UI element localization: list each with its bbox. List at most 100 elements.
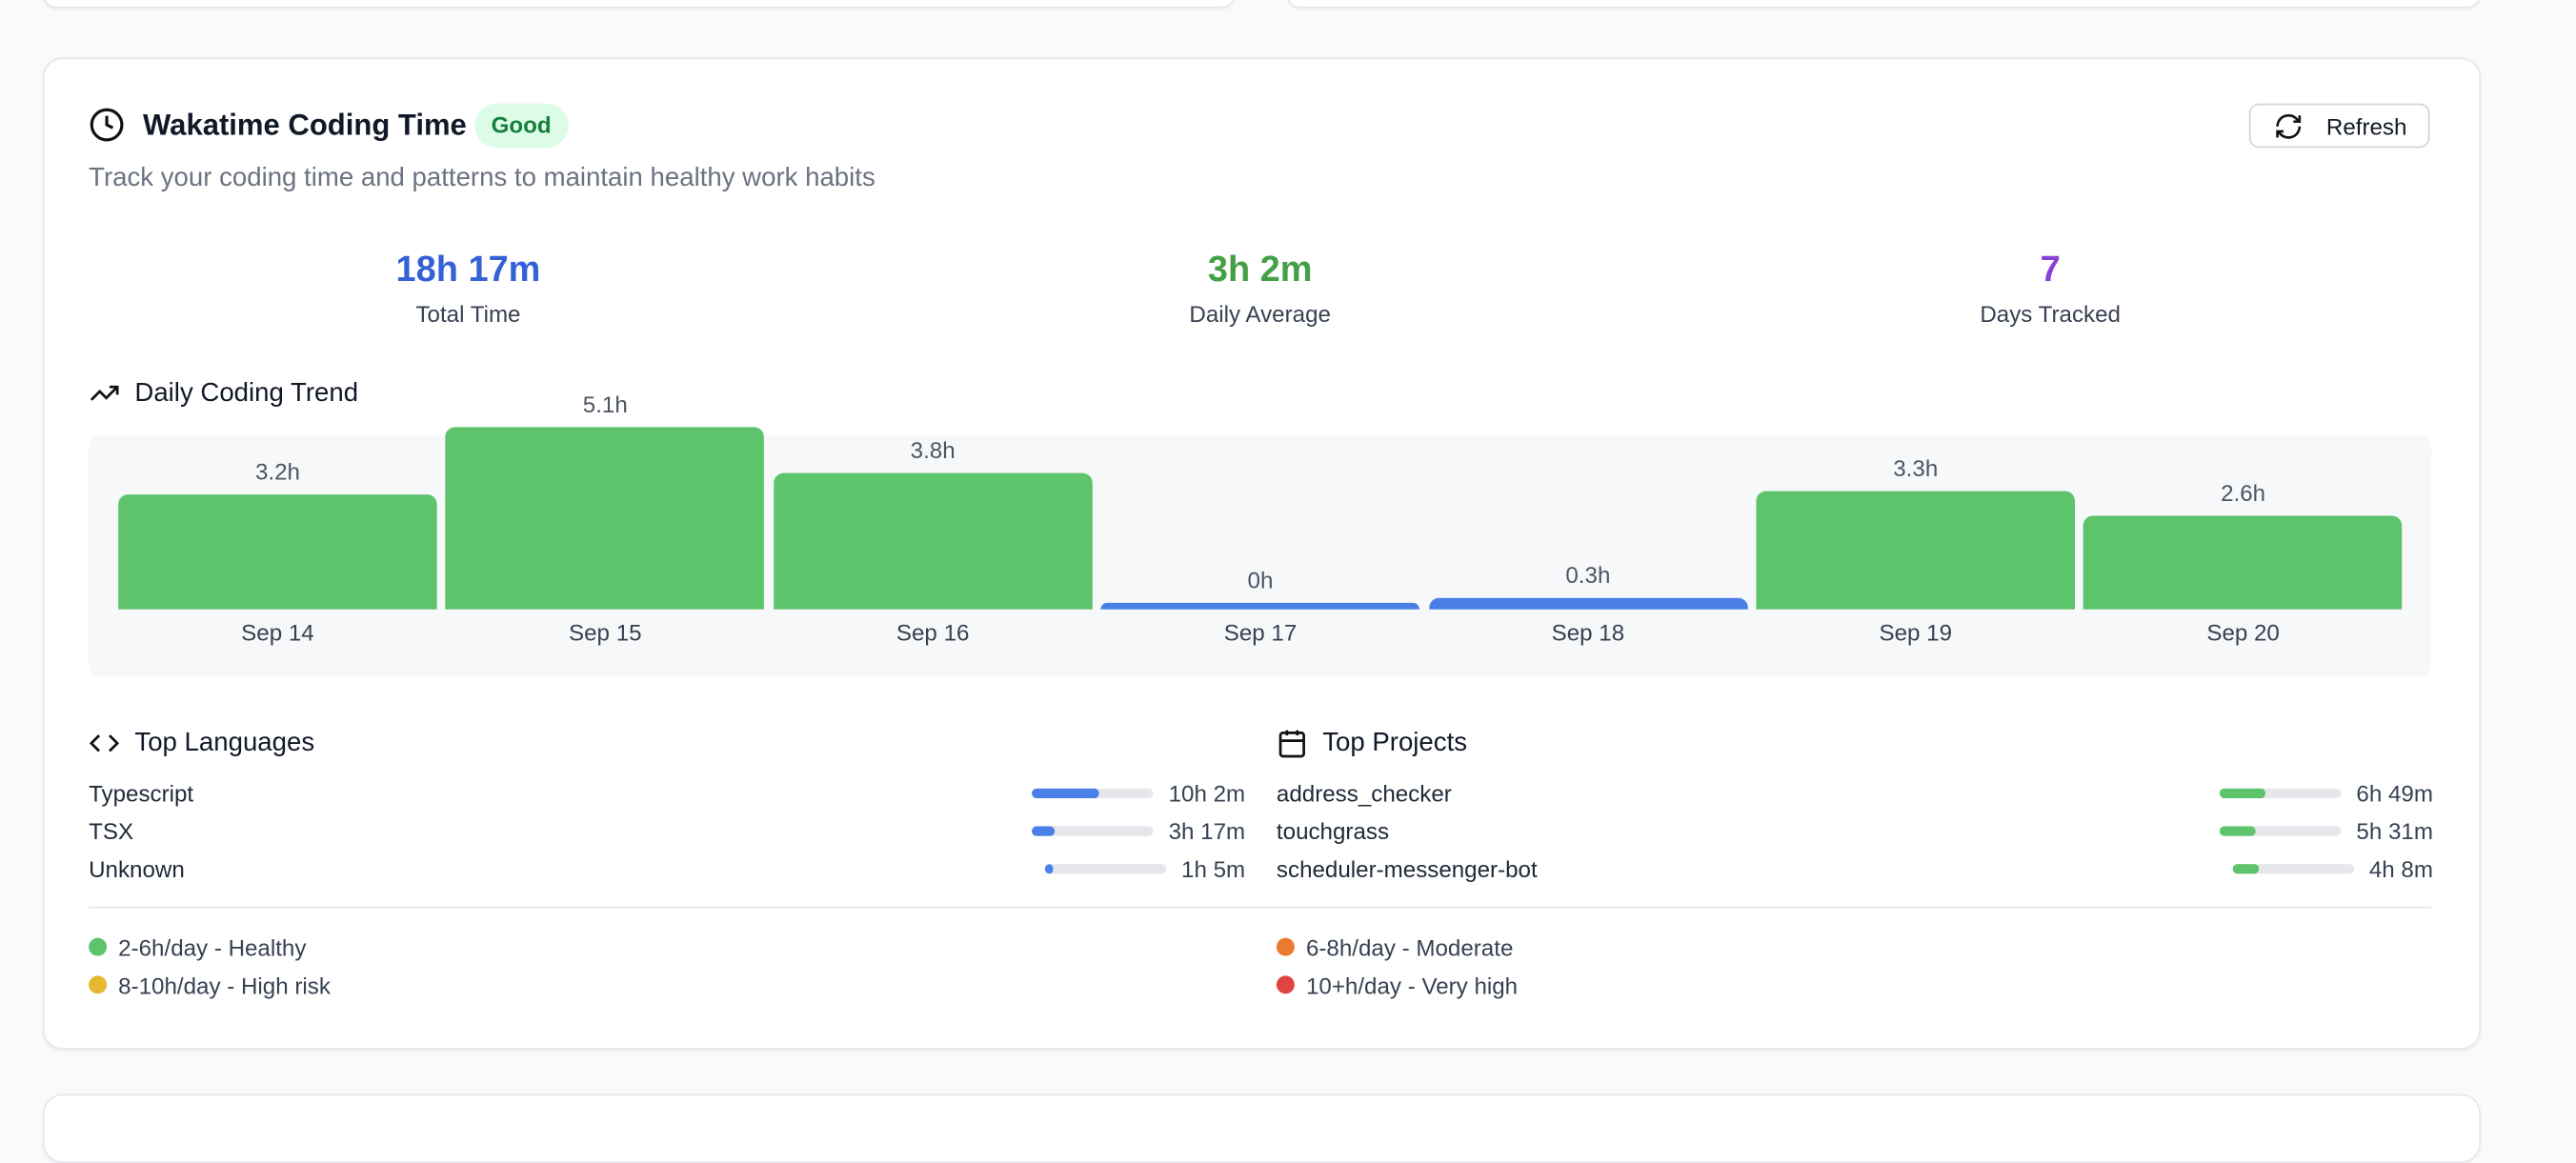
- progress-fill: [1032, 825, 1055, 835]
- item-time: 5h 31m: [2356, 816, 2433, 844]
- progress-fill: [2220, 825, 2257, 835]
- item-right: 1h 5m: [1044, 854, 1246, 882]
- subtitle: Track your coding time and patterns to m…: [89, 164, 875, 192]
- languages-title: Top Languages: [134, 728, 315, 757]
- item-name: Unknown: [89, 854, 185, 882]
- x-label: Sep 14: [241, 619, 314, 646]
- stat-value: 7: [2040, 248, 2061, 290]
- stat: 3h 2m Daily Average: [1014, 248, 1506, 327]
- list-row: Typescript 10h 2m: [89, 773, 1245, 812]
- clock-icon: [90, 108, 124, 142]
- list-row: scheduler-messenger-bot 4h 8m: [1277, 850, 2433, 888]
- languages-list: Typescript 10h 2m TSX 3h 17m Unknown 1h 5m: [89, 773, 1245, 887]
- progress-fill: [2232, 863, 2260, 873]
- progress-track: [1032, 787, 1155, 798]
- progress-fill: [2220, 787, 2265, 798]
- item-right: 3h 17m: [1032, 817, 1245, 844]
- list-row: Unknown 1h 5m: [89, 850, 1245, 888]
- trend-title: Daily Coding Trend: [134, 378, 359, 407]
- card-title: Wakatime Coding Time: [143, 108, 467, 142]
- calendar-icon: [1278, 730, 1305, 758]
- progress-track: [2220, 825, 2342, 835]
- item-right: 6h 49m: [2220, 779, 2433, 806]
- value-label: 3.3h: [1893, 454, 1939, 482]
- button-label: Refresh: [2325, 112, 2407, 139]
- bar: [2083, 516, 2403, 610]
- bar: [1756, 491, 2076, 610]
- stat-value: 3h 2m: [1207, 248, 1313, 290]
- card-partial: [42, 1093, 2481, 1163]
- value-label: 3.8h: [910, 437, 956, 464]
- value-label: 2.6h: [2221, 480, 2266, 507]
- stat: 18h 17m Total Time: [222, 248, 714, 327]
- refresh-button[interactable]: Refresh: [2248, 103, 2430, 149]
- card-partial: [42, 0, 1236, 9]
- stat-label: Daily Average: [1189, 300, 1331, 328]
- progress-fill: [1032, 787, 1099, 798]
- languages-heading: Top Languages: [89, 728, 314, 759]
- bar: [446, 427, 765, 610]
- x-label: Sep 17: [1223, 619, 1298, 646]
- progress-track: [2220, 787, 2342, 798]
- list-row: TSX 3h 17m: [89, 812, 1245, 850]
- projects-heading: Top Projects: [1277, 728, 1467, 759]
- legend-item: 8-10h/day - High risk: [89, 966, 1277, 1004]
- legend-item: 6-8h/day - Moderate: [1276, 928, 2431, 966]
- legend-item: 10+h/day - Very high: [1276, 966, 2431, 1004]
- stat-label: Total Time: [415, 300, 521, 328]
- bar: [118, 494, 437, 610]
- item-name: Typescript: [89, 779, 194, 806]
- item-name: touchgrass: [1276, 816, 1390, 844]
- legend-label: 6-8h/day - Moderate: [1305, 933, 1514, 960]
- status-badge: Good: [474, 103, 568, 149]
- refresh-icon: [2276, 113, 2302, 138]
- legend-label: 10+h/day - Very high: [1305, 972, 1519, 998]
- item-right: 4h 8m: [2232, 854, 2433, 882]
- projects-list: address_checker 6h 49m touchgrass 5h 31m sch…: [1277, 773, 2433, 887]
- legend-dot: [1276, 937, 1295, 956]
- item-right: 5h 31m: [2220, 817, 2433, 844]
- x-label: Sep 18: [1551, 619, 1625, 646]
- legend-dot: [1276, 975, 1295, 994]
- bar: [773, 473, 1093, 610]
- chart-panel: 3.2h Sep 14 5.1h Sep 15 3.8h Sep 16 0h Sep 17 0.…: [89, 391, 2432, 677]
- divider: [89, 906, 2432, 909]
- x-label: Sep 16: [896, 619, 970, 646]
- x-label: Sep 20: [2206, 619, 2280, 646]
- projects-title: Top Projects: [1322, 728, 1468, 757]
- value-label: 5.1h: [582, 391, 628, 418]
- item-time: 1h 5m: [1181, 854, 1246, 882]
- card-partial: [1286, 0, 2481, 9]
- x-label: Sep 19: [1879, 619, 1953, 646]
- item-time: 4h 8m: [2368, 854, 2433, 882]
- legend-item: 2-6h/day - Healthy: [89, 928, 1277, 966]
- legend-label: 2-6h/day - Healthy: [118, 933, 307, 960]
- legend: 2-6h/day - Healthy 6-8h/day - Moderate 8-1…: [89, 928, 2431, 1003]
- progress-track: [2232, 863, 2355, 873]
- stat: 7 Days Tracked: [1803, 248, 2296, 327]
- page: {"header":{"title":"Wakatime Coding Time…: [42, 0, 2481, 1163]
- legend-dot: [89, 937, 108, 956]
- item-name: address_checker: [1276, 779, 1452, 806]
- list-row: touchgrass 5h 31m: [1277, 812, 2433, 850]
- stat-label: Days Tracked: [1980, 300, 2121, 328]
- progress-fill: [1044, 863, 1053, 873]
- trend-heading: Daily Coding Trend: [89, 378, 358, 410]
- item-right: 10h 2m: [1032, 779, 1245, 806]
- trend-icon: [90, 385, 119, 401]
- code-icon: [89, 734, 120, 752]
- value-label: 3.2h: [254, 458, 300, 486]
- item-time: 10h 2m: [1168, 779, 1246, 806]
- progress-track: [1044, 863, 1167, 873]
- item-name: TSX: [89, 816, 134, 844]
- progress-track: [1032, 825, 1155, 835]
- legend-label: 8-10h/day - High risk: [118, 972, 331, 998]
- value-label: 0.3h: [1565, 562, 1611, 590]
- stage: Wakatime Coding Time Good Refresh Track …: [42, 0, 2481, 1163]
- bar: [1100, 602, 1420, 610]
- item-time: 6h 49m: [2356, 779, 2433, 806]
- bar: [1428, 598, 1748, 610]
- item-time: 3h 17m: [1168, 816, 1246, 844]
- stat-value: 18h 17m: [395, 248, 541, 290]
- x-label: Sep 15: [569, 619, 642, 646]
